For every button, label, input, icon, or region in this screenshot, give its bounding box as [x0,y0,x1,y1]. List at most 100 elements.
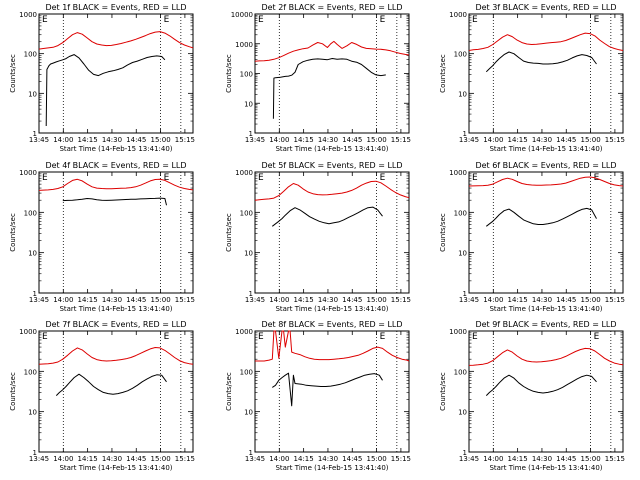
x-tick-label: 15:15 [605,455,625,463]
interval-marker: E [594,332,600,342]
x-axis-label: Start Time (14-Feb-15 13:41:40) [275,305,388,313]
events-series-line [45,54,166,127]
interval-marker: E [472,173,478,183]
x-tick-label: 15:00 [366,296,386,304]
y-tick-label: 10 [458,250,467,258]
interval-marker: E [472,332,478,342]
y-axis-label: Counts/sec [9,213,17,252]
x-tick-label: 14:15 [294,296,314,304]
x-tick-label: 14:45 [342,136,362,144]
x-tick-label: 14:45 [126,136,146,144]
y-tick-label: 100 [240,71,253,79]
y-tick-label: 10 [28,250,37,258]
interval-marker: E [258,173,264,183]
x-tick-label: 13:45 [29,136,49,144]
x-tick-label: 14:15 [78,136,98,144]
x-tick-label: 14:30 [532,136,552,144]
x-axis-label: Start Time (14-Feb-15 13:41:40) [59,145,172,153]
x-tick-label: 15:00 [366,136,386,144]
x-tick-label: 14:00 [53,455,73,463]
y-tick-label: 1000 [235,328,253,336]
lld-series-line [254,40,410,62]
interval-marker: E [164,173,170,183]
interval-marker: E [258,332,264,342]
y-tick-label: 100 [24,368,37,376]
x-tick-label: 14:30 [532,296,552,304]
x-tick-label: 14:45 [556,136,576,144]
x-tick-label: 15:15 [391,296,411,304]
y-tick-label: 100 [240,368,253,376]
interval-marker: E [42,15,48,25]
interval-marker: E [42,332,48,342]
plot-frame [468,330,624,453]
x-tick-label: 15:00 [580,296,600,304]
x-tick-label: 14:30 [102,455,122,463]
y-tick-label: 10 [28,90,37,98]
interval-marker: E [258,15,264,25]
x-tick-label: 15:15 [175,296,195,304]
x-axis-label: Start Time (14-Feb-15 13:41:40) [489,305,602,313]
x-tick-label: 15:15 [175,136,195,144]
y-tick-label: 100 [454,368,467,376]
x-tick-label: 15:15 [605,136,625,144]
x-tick-label: 14:00 [269,455,289,463]
interval-marker: E [380,173,386,183]
y-tick-label: 100 [240,209,253,217]
x-tick-label: 14:45 [342,296,362,304]
x-tick-label: 14:00 [53,136,73,144]
x-tick-label: 14:00 [483,136,503,144]
x-tick-label: 14:30 [102,136,122,144]
interval-marker: E [164,15,170,25]
events-series-line [55,373,167,396]
events-series-line [62,197,167,206]
events-series-line [271,206,383,227]
y-tick-label: 1 [463,449,467,457]
y-tick-label: 1000 [19,169,37,177]
x-tick-label: 14:15 [508,136,528,144]
y-tick-label: 10 [458,409,467,417]
y-tick-label: 100 [24,209,37,217]
plot-frame [468,13,624,134]
panel-title: Det 6f BLACK = Events, RED = LLD [475,161,616,170]
y-axis-label: Counts/sec [9,372,17,411]
panel-title: Det 4f BLACK = Events, RED = LLD [45,161,186,170]
events-series-line [485,51,597,73]
events-series-line [272,58,386,119]
plot-frame [38,330,194,453]
x-tick-label: 14:15 [294,455,314,463]
panel-title: Det 8f BLACK = Events, RED = LLD [261,320,402,329]
lld-series-line [38,347,194,365]
plot-frame [254,13,410,134]
panel-title: Det 2f BLACK = Events, RED = LLD [261,3,402,12]
y-tick-label: 1000 [449,11,467,19]
y-tick-label: 1 [249,449,253,457]
plot-frame [38,171,194,294]
x-tick-label: 14:30 [318,455,338,463]
x-tick-label: 14:15 [78,455,98,463]
y-axis-label: Counts/sec [225,213,233,252]
lld-series-line [254,180,410,201]
y-tick-label: 1 [33,290,37,298]
plot-frame [254,171,410,294]
x-tick-label: 15:00 [150,296,170,304]
x-tick-label: 15:15 [605,296,625,304]
interval-marker: E [42,173,48,183]
y-tick-label: 10 [244,100,253,108]
x-tick-label: 13:45 [459,455,479,463]
y-tick-label: 1000 [19,11,37,19]
interval-marker: E [380,332,386,342]
x-tick-label: 14:45 [126,455,146,463]
x-tick-label: 14:00 [53,296,73,304]
y-axis-label: Counts/sec [439,213,447,252]
panel-title: Det 1f BLACK = Events, RED = LLD [45,3,186,12]
x-tick-label: 13:45 [29,296,49,304]
x-tick-label: 15:00 [150,136,170,144]
x-tick-label: 13:45 [29,455,49,463]
plot-frame [468,171,624,294]
x-tick-label: 15:15 [391,136,411,144]
x-tick-label: 15:00 [150,455,170,463]
x-tick-label: 14:45 [556,296,576,304]
